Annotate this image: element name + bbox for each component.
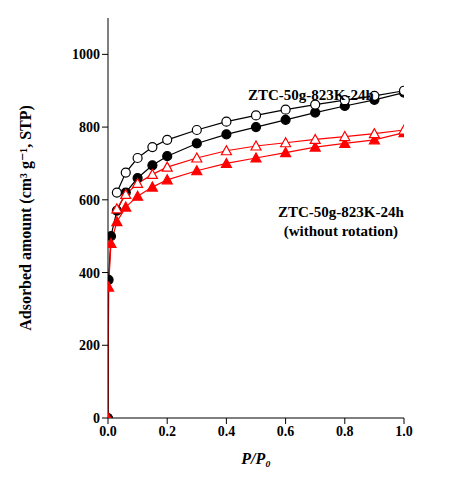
svg-text:0.6: 0.6 <box>277 424 295 439</box>
svg-text:0.0: 0.0 <box>99 424 117 439</box>
svg-text:600: 600 <box>79 193 100 208</box>
svg-text:1000: 1000 <box>72 47 100 62</box>
svg-text:800: 800 <box>79 120 100 135</box>
svg-text:0.8: 0.8 <box>336 424 354 439</box>
svg-text:400: 400 <box>79 266 100 281</box>
svg-text:1.0: 1.0 <box>395 424 413 439</box>
html-text:ZTC-50g-823K-24h: ZTC-50g-823K-24h <box>248 87 374 103</box>
svg-text:200: 200 <box>79 338 100 353</box>
svg-text:0: 0 <box>93 411 100 426</box>
svg-text:Adsorbed amount (cm³ g⁻¹, STP): Adsorbed amount (cm³ g⁻¹, STP) <box>17 105 35 331</box>
svg-text:P/P₀: P/P₀ <box>240 450 271 467</box>
html-text:ZTC-50g-823K-24h: ZTC-50g-823K-24h <box>278 204 404 220</box>
html-text:(without rotation): (without rotation) <box>283 223 399 239</box>
svg-text:0.2: 0.2 <box>158 424 176 439</box>
svg-text:0.4: 0.4 <box>218 424 236 439</box>
